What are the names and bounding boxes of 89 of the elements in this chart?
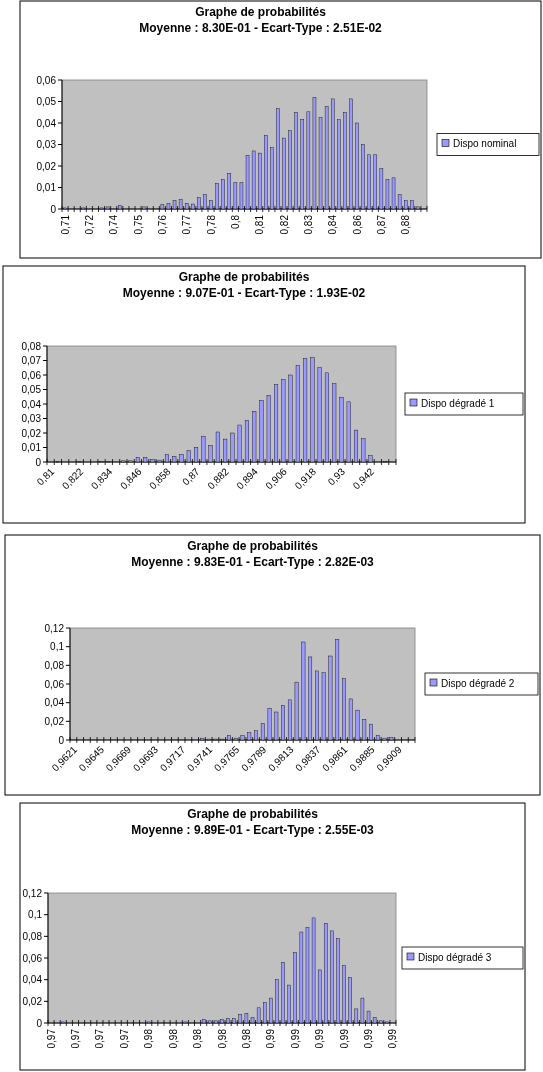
bar (220, 1019, 224, 1024)
y-tick-label: 0,06 (36, 74, 57, 86)
x-tick-label: 0,83 (302, 214, 314, 235)
x-tick-label: 0,97 (69, 1028, 81, 1049)
y-tick-label: 0 (50, 203, 57, 215)
bar (179, 454, 184, 463)
x-tick-label: 0,99 (314, 1028, 326, 1049)
x-tick-label: 0,98 (167, 1028, 179, 1049)
x-tick-label: 0,99 (387, 1028, 399, 1049)
bar (240, 735, 245, 741)
x-tick-label: 0,87 (180, 465, 203, 488)
y-tick-label: 0,02 (22, 995, 43, 1007)
y-tick-label: 0,01 (21, 442, 42, 453)
x-tick-label: 0,99 (363, 1028, 375, 1049)
x-tick-label: 0,93 (325, 465, 348, 488)
x-tick-label: 0,71 (59, 214, 71, 235)
y-tick-label: 0,08 (21, 340, 42, 352)
x-tick-label: 0,77 (181, 214, 193, 235)
x-tick-label: 0,98 (192, 1028, 204, 1049)
x-tick-label: 0,82 (278, 214, 290, 235)
bar (336, 938, 340, 1024)
y-tick-label: 0,04 (44, 697, 65, 709)
x-tick-label: 0,98 (216, 1028, 228, 1049)
bar (282, 137, 286, 210)
bar (355, 709, 360, 741)
bar (349, 98, 353, 210)
y-tick-label: 0,06 (44, 678, 65, 690)
y-tick-label: 0,02 (44, 715, 65, 727)
x-tick-label: 0,74 (108, 214, 120, 235)
bar (276, 108, 280, 210)
bar (203, 194, 207, 210)
x-tick-label: 0,81 (254, 214, 266, 235)
x-tick-label: 0,76 (156, 214, 168, 235)
legend-label: Dispo dégradé 3 (418, 951, 492, 963)
chart-title: Graphe de probabilités (178, 270, 310, 284)
bar (275, 979, 279, 1024)
x-tick-label: 0,87 (375, 214, 387, 235)
bar (209, 200, 213, 210)
y-tick-label: 0,08 (44, 659, 65, 671)
chart-title: Graphe de probabilités (187, 539, 319, 553)
y-tick-label: 0 (58, 734, 65, 746)
y-tick-label: 0,03 (21, 413, 42, 424)
y-tick-label: 0,12 (44, 622, 65, 634)
y-tick-label: 0,07 (21, 355, 42, 366)
y-tick-label: 0,02 (21, 427, 42, 439)
x-tick-label: 0,84 (327, 214, 339, 235)
x-tick-label: 0,78 (205, 214, 217, 235)
bar (259, 400, 264, 463)
x-tick-label: 0,88 (400, 214, 412, 235)
y-tick-label: 0,12 (22, 887, 43, 899)
y-tick-label: 0,1 (50, 641, 65, 653)
x-tick-label: 0,98 (143, 1028, 155, 1049)
y-tick-label: 0 (35, 456, 42, 468)
y-tick-label: 0,04 (22, 974, 43, 986)
bar (355, 122, 359, 210)
y-tick-label: 0,05 (36, 96, 57, 107)
y-tick-label: 0,03 (36, 139, 57, 150)
y-tick-label: 0 (36, 1017, 43, 1029)
chart-subtitle: Moyenne : 9.89E-01 - Ecart-Type : 2.55E-03 (131, 823, 375, 837)
y-tick-label: 0,1 (28, 909, 43, 921)
x-tick-label: 0,97 (118, 1028, 130, 1049)
y-tick-label: 0,05 (21, 384, 42, 395)
x-tick-label: 0,8 (229, 214, 241, 229)
x-tick-label: 0,97 (45, 1028, 57, 1049)
chart-subtitle: Moyenne : 8.30E-01 - Ecart-Type : 2.51E-02 (139, 21, 383, 35)
x-tick-label: 0,99 (338, 1028, 350, 1049)
y-tick-label: 0,06 (21, 369, 42, 381)
y-tick-label: 0,08 (22, 930, 43, 942)
chart-title: Graphe de probabilités (195, 5, 327, 19)
y-tick-label: 0,02 (36, 160, 57, 172)
x-tick-label: 0,99 (265, 1028, 277, 1049)
x-tick-label: 0,86 (351, 214, 363, 235)
y-tick-label: 0,04 (21, 398, 42, 410)
y-tick-label: 0,01 (36, 182, 57, 193)
bar (281, 962, 285, 1024)
chart-title: Graphe de probabilités (187, 807, 319, 821)
x-tick-label: 0,72 (83, 214, 95, 235)
x-tick-label: 0,98 (240, 1028, 252, 1049)
legend-label: Dispo dégradé 1 (421, 397, 495, 409)
x-tick-label: 0,75 (132, 214, 144, 235)
legend-label: Dispo nominal (453, 138, 517, 149)
legend-label: Dispo dégradé 2 (441, 677, 515, 689)
x-tick-label: 0,99 (289, 1028, 301, 1049)
x-tick-label: 0,97 (94, 1028, 106, 1049)
chart-subtitle: Moyenne : 9.07E-01 - Ecart-Type : 1.93E-02 (122, 286, 366, 300)
chart-subtitle: Moyenne : 9.83E-01 - Ecart-Type : 2.82E-03 (131, 555, 375, 569)
y-tick-label: 0,06 (22, 952, 43, 964)
x-tick-label: 0,81 (34, 465, 57, 488)
y-tick-label: 0,04 (36, 117, 57, 129)
